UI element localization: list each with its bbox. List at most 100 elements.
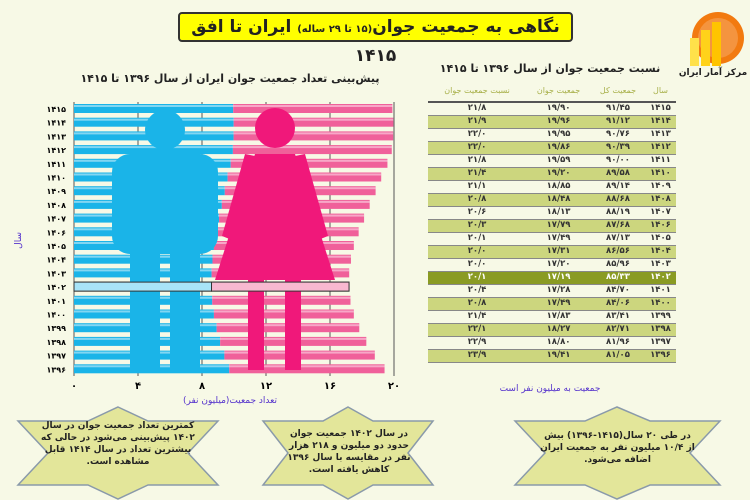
- table-cell: ۸۹/۵۸: [591, 167, 645, 181]
- y-tick-label: ۱۴۰۰: [46, 311, 66, 320]
- y-tick-label: ۱۳۹۸: [46, 338, 66, 347]
- table-cell: ۸۲/۷۱: [591, 323, 645, 337]
- male-figure-icon: [112, 110, 218, 370]
- bar-shine: [74, 269, 350, 272]
- y-tick-label: ۱۴۰۹: [46, 187, 66, 196]
- bar-female: [233, 117, 394, 127]
- note-star-3: [513, 406, 722, 500]
- y-tick-label: ۱۴۰۱: [46, 297, 66, 306]
- table-cell: ۲۱/۹: [428, 115, 527, 129]
- table-row: ۱۴۱۰ ۸۹/۵۸ ۱۹/۲۰ ۲۱/۴: [428, 167, 676, 181]
- table-row: ۱۴۰۴ ۸۶/۵۶ ۱۷/۳۱ ۲۰/۰: [428, 245, 676, 259]
- y-tick-label: ۱۴۱۰: [46, 174, 66, 183]
- y-tick-label: ۱۳۹۶: [46, 365, 66, 374]
- bar-shine: [74, 351, 375, 354]
- bar-male: [74, 145, 233, 155]
- y-tick-label: ۱۴۱۱: [46, 160, 66, 169]
- table-cell: ۱۹/۹۰: [526, 102, 591, 116]
- note-star-2: [261, 406, 435, 500]
- table-row: ۱۴۰۳ ۸۵/۹۶ ۱۷/۲۰ ۲۰/۰: [428, 258, 676, 272]
- table-cell: ۸۶/۵۶: [591, 245, 645, 259]
- bar-female: [213, 309, 354, 319]
- table-row: ۱۴۰۲ ۸۵/۳۳ ۱۷/۱۹ ۲۰/۱: [428, 271, 676, 285]
- bar-shine: [74, 296, 351, 299]
- x-tick-label: ۲۰: [388, 381, 400, 392]
- table-cell: ۱۴۱۰: [644, 167, 676, 181]
- table-cell: ۱۴۰۴: [644, 245, 676, 259]
- table-cell: ۸۴/۰۶: [591, 297, 645, 311]
- bar-shine: [74, 105, 393, 107]
- note-star-1: [16, 406, 220, 500]
- table-cell: ۸۸/۱۹: [591, 206, 645, 220]
- bar-female: [233, 131, 394, 141]
- table-cell: ۱۸/۲۷: [526, 323, 591, 337]
- table-cell: ۹۱/۱۲: [591, 115, 645, 129]
- table-cell: ۲۲/۱: [428, 323, 527, 337]
- table-row: ۱۳۹۷ ۸۱/۹۶ ۱۸/۸۰ ۲۲/۹: [428, 336, 676, 350]
- page-title: نگاهی به جمعیت جوان(۱۵ تا ۲۹ ساله) ایران…: [178, 12, 573, 66]
- table-cell: ۱۹/۹۶: [526, 115, 591, 129]
- table-cell: ۱۳۹۷: [644, 336, 676, 350]
- table-cell: ۱۹/۵۹: [526, 154, 591, 168]
- bar-shine: [74, 255, 351, 258]
- table-cell: ۱۷/۷۹: [526, 219, 591, 233]
- female-figure-icon: [215, 108, 335, 370]
- table-cell: ۲۰/۱: [428, 271, 527, 285]
- table-row: ۱۴۰۶ ۸۷/۶۸ ۱۷/۷۹ ۲۰/۳: [428, 219, 676, 233]
- table-cell: ۲۰/۰: [428, 245, 527, 259]
- logo-icon: [690, 12, 744, 66]
- table-cell: ۹۰/۷۶: [591, 128, 645, 142]
- table-cell: ۸۴/۷۰: [591, 284, 645, 298]
- table-cell: ۱۹/۲۰: [526, 167, 591, 181]
- table-cell: ۱۷/۸۳: [526, 310, 591, 324]
- table-row: ۱۴۱۱ ۹۰/۰۰ ۱۹/۵۹ ۲۱/۸: [428, 154, 676, 168]
- table-cell: ۲۱/۴: [428, 310, 527, 324]
- bar-shine: [74, 132, 394, 135]
- table-cell: ۱۴۰۷: [644, 206, 676, 220]
- table-cell: ۹۱/۴۵: [591, 102, 645, 116]
- bar-shine: [74, 187, 376, 190]
- table-cell: ۱۸/۸۵: [526, 180, 591, 194]
- table-cell: ۱۴۱۱: [644, 154, 676, 168]
- table-row: ۱۳۹۹ ۸۳/۴۱ ۱۷/۸۳ ۲۱/۴: [428, 310, 676, 324]
- bar-chart: ۰ ۴ ۸ ۱۲ ۱۶ ۲۰ ۱۴۱۵ ۱۴۱۴ ۱۴۱۳ ۱۴۱۲ ۱۴۱۱ ۱۴۱۰ ۱۴۰۹ ۱۴۰…: [46, 102, 400, 392]
- table-cell: ۸۷/۱۳: [591, 232, 645, 246]
- col-total: جمعیت کل: [591, 80, 645, 103]
- table-row: ۱۴۱۴ ۹۱/۱۲ ۱۹/۹۶ ۲۱/۹: [428, 115, 676, 129]
- table-cell: ۸۵/۹۶: [591, 258, 645, 272]
- x-axis-label: تعداد جمعیت(میلیون نفر): [183, 396, 277, 406]
- table-row: ۱۴۰۵ ۸۷/۱۳ ۱۷/۴۹ ۲۰/۱: [428, 232, 676, 246]
- table-cell: ۸۹/۱۴: [591, 180, 645, 194]
- y-tick-label: ۱۴۰۶: [46, 228, 66, 237]
- y-tick-label: ۱۴۱۳: [46, 132, 66, 141]
- table-cell: ۱۴۱۲: [644, 141, 676, 155]
- table-cell: ۲۳/۹: [428, 349, 527, 363]
- table-cell: ۹۰/۰۰: [591, 154, 645, 168]
- table-cell: ۱۷/۲۰: [526, 258, 591, 272]
- bar-shine: [74, 173, 382, 176]
- table-cell: ۲۰/۸: [428, 297, 527, 311]
- table-cell: ۲۱/۴: [428, 167, 527, 181]
- bar-shine: [74, 365, 385, 368]
- bar-male: [74, 104, 234, 113]
- table-cell: ۱۸/۸۰: [526, 336, 591, 350]
- table-cell: ۲۱/۸: [428, 102, 527, 116]
- table-row: ۱۴۰۰ ۸۴/۰۶ ۱۷/۴۹ ۲۰/۸: [428, 297, 676, 311]
- y-tick-label: ۱۴۰۵: [46, 242, 66, 251]
- table-row: ۱۴۰۸ ۸۸/۶۸ ۱۸/۴۸ ۲۰/۸: [428, 193, 676, 207]
- x-tick-label: ۱۶: [324, 381, 336, 392]
- table-cell: ۱۹/۸۶: [526, 141, 591, 155]
- logo-text: مرکز آمار ایران: [678, 68, 748, 78]
- note-2-text: در سال ۱۴۰۲ جمعیت جوان حدود دو میلیون و …: [287, 429, 411, 475]
- table-row: ۱۴۱۳ ۹۰/۷۶ ۱۹/۹۵ ۲۲/۰: [428, 128, 676, 142]
- col-ratio: نسبت جمعیت جوان: [428, 80, 527, 103]
- bar-shine: [74, 118, 394, 121]
- table-cell: ۸۱/۹۶: [591, 336, 645, 350]
- table-cell: ۱۴۱۵: [644, 102, 676, 116]
- table-row: ۱۳۹۸ ۸۲/۷۱ ۱۸/۲۷ ۲۲/۱: [428, 323, 676, 337]
- table-cell: ۲۲/۰: [428, 141, 527, 155]
- table-cell: ۱۴۰۱: [644, 284, 676, 298]
- table-cell: ۲۰/۴: [428, 284, 527, 298]
- table-cell: ۲۲/۹: [428, 336, 527, 350]
- table-cell: ۲۰/۳: [428, 219, 527, 233]
